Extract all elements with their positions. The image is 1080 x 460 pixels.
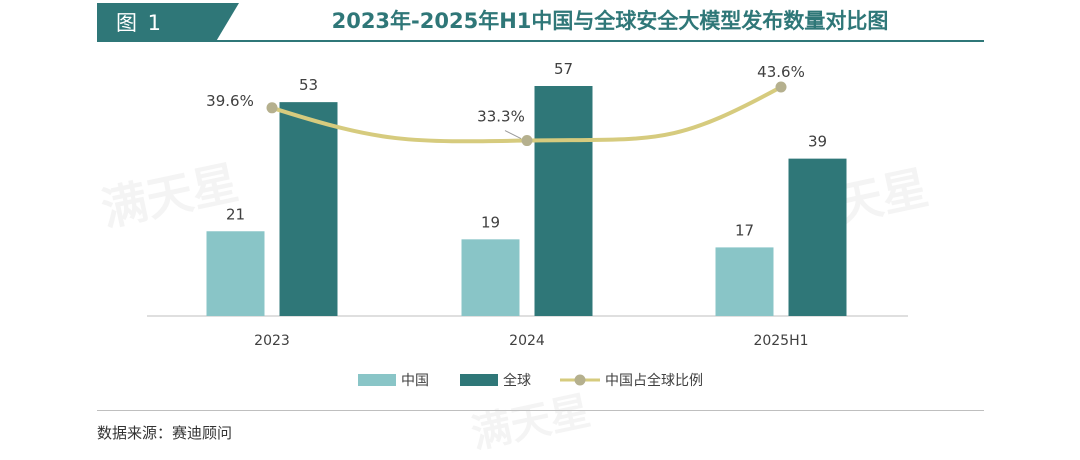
footer-divider <box>97 410 984 411</box>
global-data-label: 39 <box>808 133 827 151</box>
global-bar <box>788 158 847 316</box>
ratio-data-label: 43.6% <box>757 63 805 81</box>
source-note: 数据来源：赛迪顾问 <box>97 424 233 442</box>
legend-marker-ratio <box>574 374 586 386</box>
chart-title: 2023年-2025年H1中国与全球安全大模型发布数量对比图 <box>331 9 889 33</box>
china-bar <box>715 247 774 316</box>
china-data-label: 19 <box>481 213 500 231</box>
global-bar <box>279 102 338 316</box>
title-underline <box>97 40 984 42</box>
legend-label-global: 全球 <box>503 372 531 389</box>
legend-label-china: 中国 <box>401 373 429 389</box>
china-data-label: 21 <box>226 205 245 223</box>
ratio-line <box>270 85 783 144</box>
figure-number: 图 1 <box>116 11 164 35</box>
ratio-data-label: 39.6% <box>206 92 254 110</box>
x-tick-label: 2025H1 <box>753 333 808 349</box>
ratio-data-label: 33.3% <box>477 108 525 126</box>
global-data-label: 53 <box>299 76 318 94</box>
x-tick-label: 2024 <box>509 333 545 349</box>
legend-swatch-china <box>358 374 396 386</box>
global-data-label: 57 <box>554 60 573 78</box>
ratio-point <box>266 102 278 114</box>
legend-label-ratio: 中国占全球比例 <box>605 372 703 389</box>
ratio-label-leader <box>504 130 522 140</box>
ratio-point <box>775 81 787 93</box>
legend-swatch-global <box>460 374 498 386</box>
figure-tab <box>97 3 239 41</box>
global-bar <box>534 86 593 316</box>
china-data-label: 17 <box>735 221 754 239</box>
china-bar <box>206 231 265 316</box>
china-bar <box>461 239 520 316</box>
ratio-point <box>521 135 533 147</box>
x-tick-label: 2023 <box>254 333 290 349</box>
